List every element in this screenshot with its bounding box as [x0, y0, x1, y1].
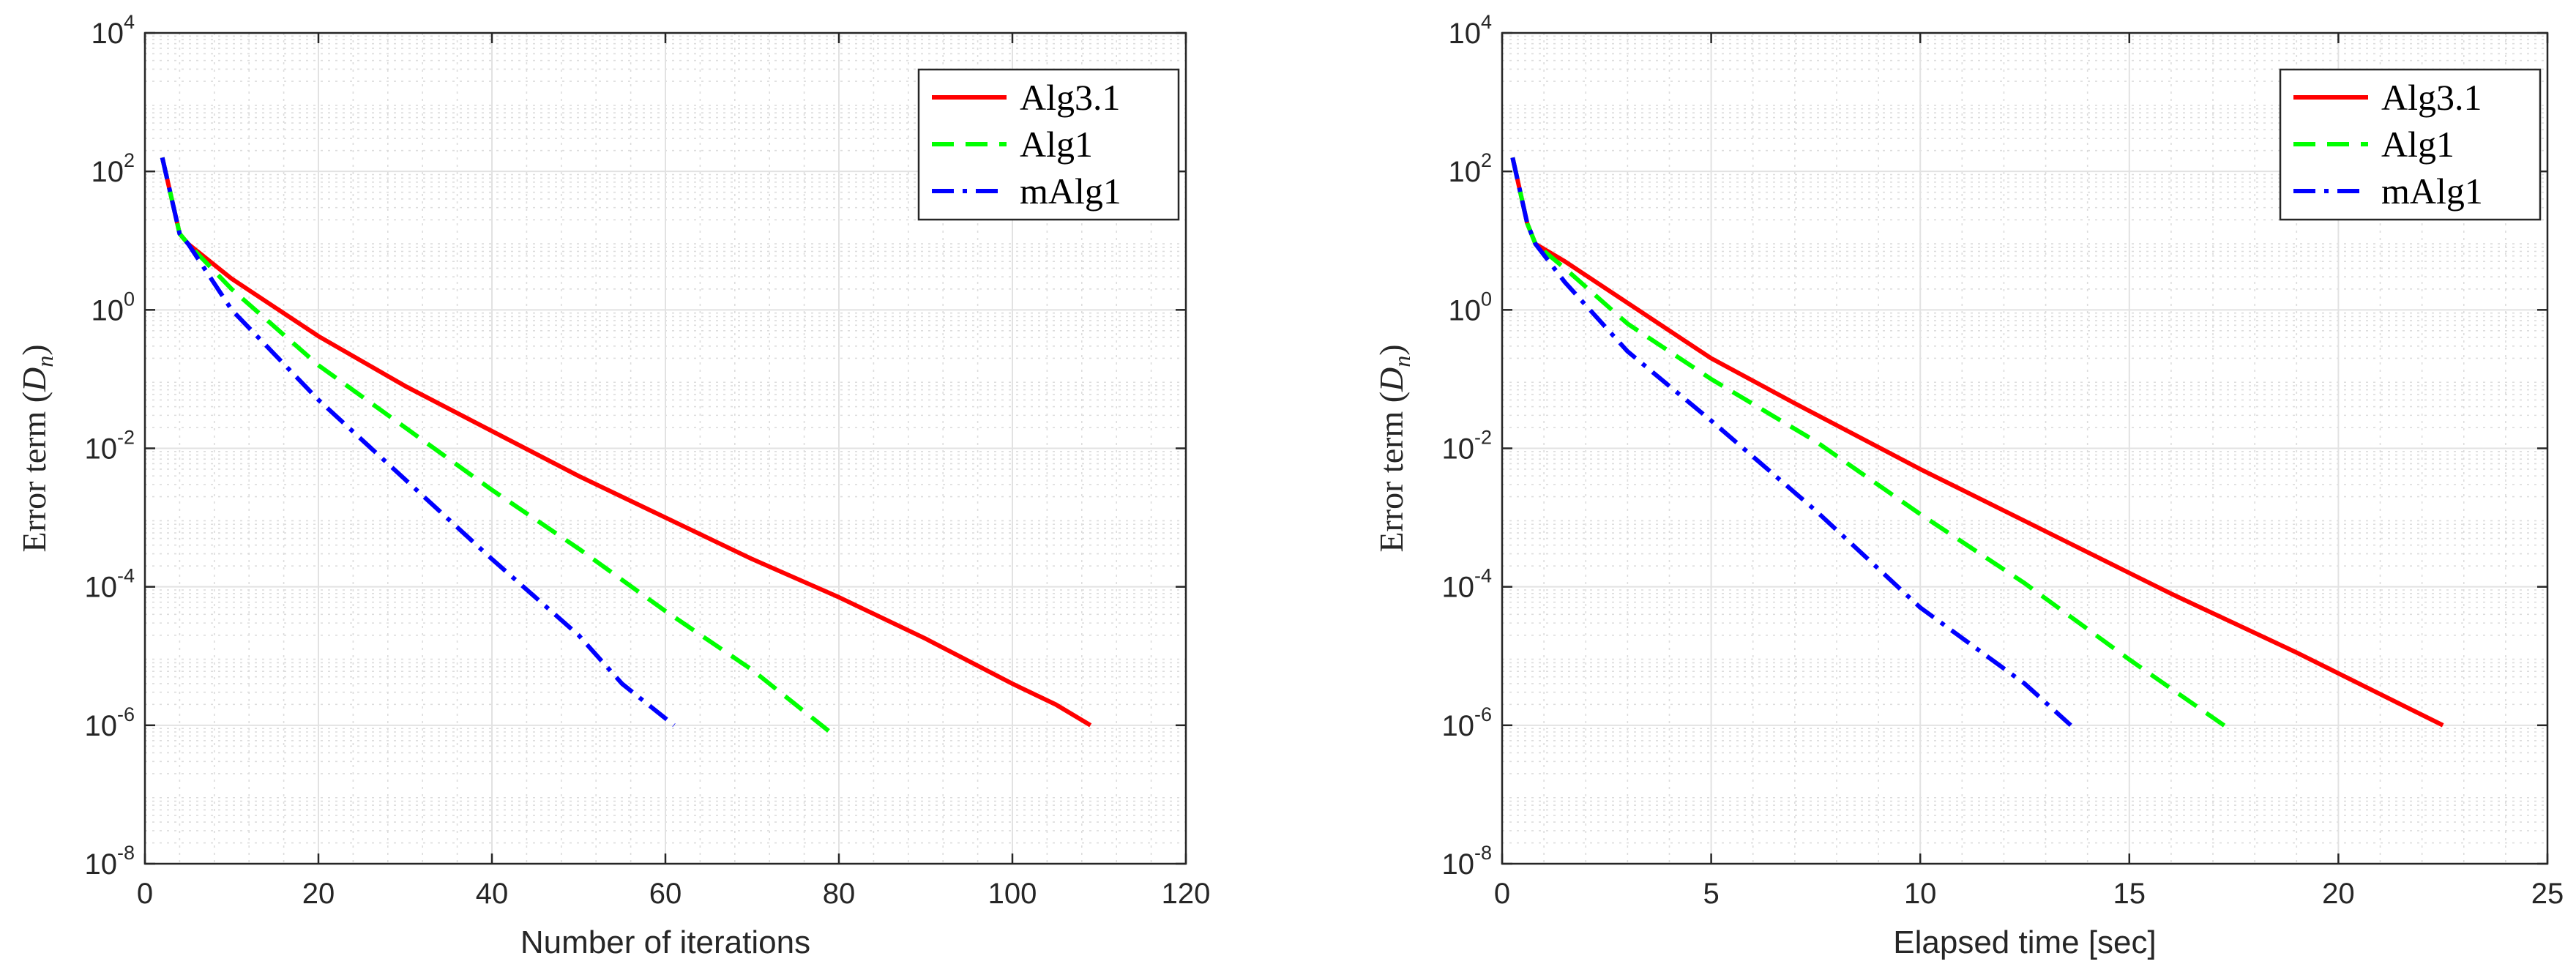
y-tick-exponent: -4 [117, 565, 135, 587]
x-tick-label: 100 [988, 878, 1037, 910]
y-tick-label: 100 [91, 288, 135, 326]
chart-panel-1: 0 20 40 60 80 100 12010410210010-210-410-610-8… [15, 11, 1210, 960]
y-tick-base: 10 [91, 18, 124, 50]
y-tick-exponent: 4 [124, 11, 135, 33]
y-axis-label: Error term (Dn) [15, 344, 58, 552]
y-tick-label: 10-2 [1441, 427, 1492, 466]
y-tick-label: 100 [1448, 288, 1492, 326]
y-tick-exponent: 2 [124, 149, 135, 171]
legend-label: Alg3.1 [1020, 77, 1121, 118]
x-tick-label: 20 [2322, 878, 2355, 910]
y-tick-label: 102 [1448, 149, 1492, 188]
y-tick-base: 10 [1441, 572, 1474, 604]
series-line-alg3-1 [160, 157, 1092, 728]
series-line-alg1 [160, 157, 832, 734]
y-tick-label: 10-6 [84, 703, 135, 742]
y-tick-exponent: -8 [1474, 842, 1492, 864]
y-tick-base: 10 [91, 156, 124, 188]
y-label-text: Error term ( [1373, 392, 1410, 553]
y-tick-label: 102 [91, 149, 135, 188]
y-tick-base: 10 [84, 710, 117, 742]
y-tick-label: 10-2 [84, 427, 135, 466]
x-tick-label: 0 [1494, 878, 1510, 910]
y-tick-exponent: 0 [1481, 288, 1492, 310]
y-tick-exponent: 4 [1481, 11, 1492, 33]
y-tick-exponent: -6 [1474, 703, 1492, 725]
series-line-malg1 [1510, 157, 2072, 728]
y-tick-base: 10 [91, 294, 124, 326]
y-label-text: Error term ( [15, 392, 53, 553]
x-axis-label: Elapsed time [sec] [1893, 924, 2157, 960]
y-tick-label: 10-8 [1441, 842, 1492, 881]
y-tick-base: 10 [84, 572, 117, 604]
y-tick-base: 10 [1448, 18, 1481, 50]
legend-box [917, 68, 1180, 221]
y-tick-label: 10-4 [1441, 565, 1492, 604]
y-axis-label: Error term (Dn) [1373, 344, 1415, 552]
series-line-alg1 [1510, 157, 2236, 734]
x-tick-label: 120 [1162, 878, 1211, 910]
y-tick-base: 10 [1448, 294, 1481, 326]
chart-panel-2: 0 5 10 15 20 2510410210010-210-410-610-8Elaps… [1373, 11, 2564, 960]
y-tick-base: 10 [1441, 433, 1474, 466]
y-label-subscript: n [31, 356, 58, 367]
legend-label: Alg1 [2381, 124, 2454, 165]
x-tick-label: 60 [649, 878, 682, 910]
legend-label: mAlg1 [1020, 171, 1121, 212]
y-tick-exponent: -4 [1474, 565, 1492, 587]
y-tick-exponent: -6 [117, 703, 135, 725]
y-label-close: ) [1373, 344, 1410, 355]
x-tick-label: 0 [137, 878, 153, 910]
y-tick-label: 10-6 [1441, 703, 1492, 742]
y-tick-exponent: 2 [1481, 149, 1492, 171]
y-tick-exponent: -2 [117, 427, 135, 449]
y-tick-label: 104 [1448, 11, 1492, 50]
y-label-variable: D [1373, 367, 1410, 392]
x-tick-label: 80 [823, 878, 856, 910]
y-tick-base: 10 [84, 433, 117, 466]
x-tick-label: 5 [1703, 878, 1719, 910]
y-tick-exponent: -2 [1474, 427, 1492, 449]
y-tick-base: 10 [84, 848, 117, 881]
y-tick-exponent: -8 [117, 842, 135, 864]
y-label-subscript: n [1389, 356, 1415, 367]
y-tick-label: 104 [91, 11, 135, 50]
legend-box [2279, 68, 2542, 221]
legend-label: Alg1 [1020, 124, 1093, 165]
x-tick-label: 10 [1904, 878, 1937, 910]
y-tick-label: 10-4 [84, 565, 135, 604]
legend: Alg3.1 Alg1 mAlg1 [2279, 68, 2542, 221]
y-label-close: ) [15, 344, 53, 355]
y-tick-base: 10 [1441, 710, 1474, 742]
series-line-alg3-1 [1510, 157, 2444, 728]
x-tick-label: 20 [302, 878, 335, 910]
y-tick-exponent: 0 [124, 288, 135, 310]
y-label-variable: D [15, 367, 53, 392]
x-axis-label: Number of iterations [520, 924, 810, 960]
y-tick-base: 10 [1448, 156, 1481, 188]
series-line-malg1 [160, 157, 676, 728]
legend-label: Alg3.1 [2381, 77, 2482, 118]
y-tick-base: 10 [1441, 848, 1474, 881]
x-tick-label: 40 [476, 878, 509, 910]
x-tick-label: 15 [2113, 878, 2146, 910]
legend-label: mAlg1 [2381, 171, 2483, 212]
legend: Alg3.1 Alg1 mAlg1 [917, 68, 1180, 221]
y-tick-label: 10-8 [84, 842, 135, 881]
x-tick-label: 25 [2531, 878, 2564, 910]
